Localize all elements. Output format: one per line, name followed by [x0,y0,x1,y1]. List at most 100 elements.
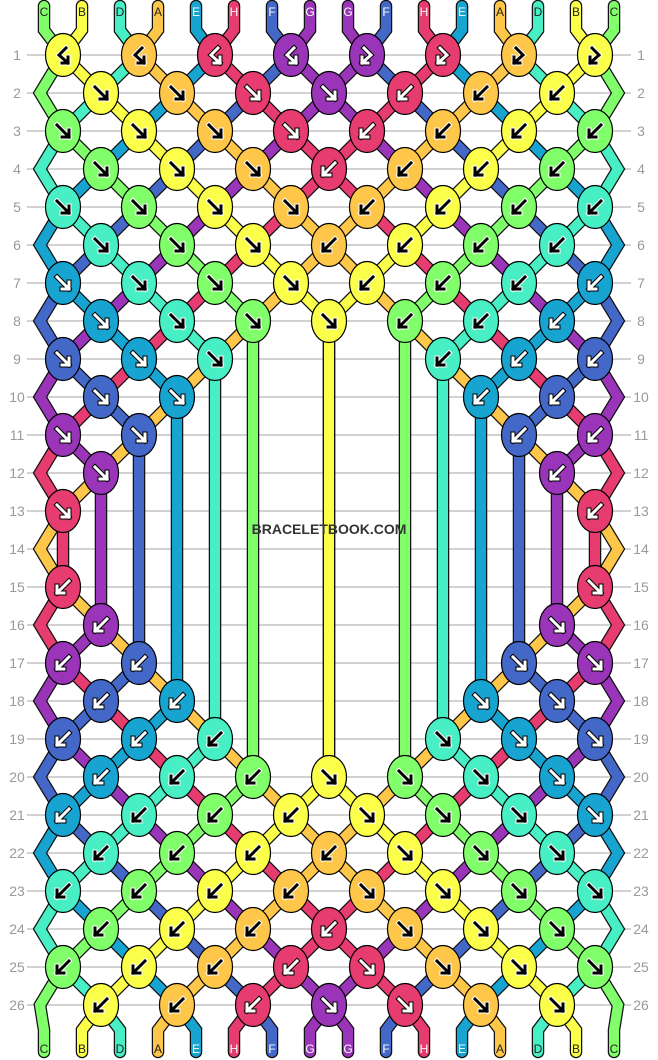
knot[interactable] [196,868,234,914]
knot[interactable] [44,184,82,230]
knot[interactable] [424,868,462,914]
knot[interactable] [120,32,158,78]
knot[interactable] [310,982,348,1028]
knot[interactable] [82,374,120,420]
knot[interactable] [576,108,614,154]
knot[interactable] [44,640,82,686]
knot[interactable] [82,70,120,116]
knot[interactable] [462,374,500,420]
knot[interactable] [538,374,576,420]
knot[interactable] [424,336,462,382]
knot[interactable] [386,906,424,952]
knot[interactable] [234,146,272,192]
knot[interactable] [82,222,120,268]
knot[interactable] [158,906,196,952]
knot[interactable] [500,108,538,154]
knot[interactable] [44,716,82,762]
knot[interactable] [538,754,576,800]
knot[interactable] [82,146,120,192]
knot[interactable] [386,298,424,344]
knot[interactable] [576,640,614,686]
knot[interactable] [44,868,82,914]
knot[interactable] [500,640,538,686]
knot[interactable] [576,184,614,230]
knot[interactable] [386,982,424,1028]
knot[interactable] [82,298,120,344]
knot[interactable] [538,678,576,724]
knot[interactable] [310,906,348,952]
knot[interactable] [120,412,158,458]
knot[interactable] [386,222,424,268]
knot[interactable] [120,184,158,230]
knot[interactable] [576,792,614,838]
knot[interactable] [462,146,500,192]
knot[interactable] [500,336,538,382]
knot[interactable] [386,70,424,116]
knot[interactable] [348,792,386,838]
knot[interactable] [120,336,158,382]
knot[interactable] [424,716,462,762]
knot[interactable] [196,32,234,78]
knot[interactable] [234,982,272,1028]
knot[interactable] [462,70,500,116]
knot[interactable] [272,108,310,154]
knot[interactable] [348,868,386,914]
knot[interactable] [44,260,82,306]
knot[interactable] [538,830,576,876]
knot[interactable] [272,944,310,990]
knot[interactable] [196,716,234,762]
knot[interactable] [234,754,272,800]
knot[interactable] [424,944,462,990]
knot[interactable] [158,70,196,116]
knot[interactable] [120,792,158,838]
knot[interactable] [196,184,234,230]
knot[interactable] [82,830,120,876]
knot[interactable] [424,184,462,230]
knot[interactable] [576,488,614,534]
knot[interactable] [386,146,424,192]
knot[interactable] [424,32,462,78]
knot[interactable] [120,640,158,686]
knot[interactable] [386,830,424,876]
knot[interactable] [234,906,272,952]
knot[interactable] [272,32,310,78]
knot[interactable] [348,32,386,78]
knot[interactable] [348,184,386,230]
knot[interactable] [82,906,120,952]
knot[interactable] [538,222,576,268]
knot[interactable] [196,944,234,990]
knot[interactable] [576,336,614,382]
knot[interactable] [538,906,576,952]
knot[interactable] [158,982,196,1028]
knot[interactable] [538,298,576,344]
knot[interactable] [538,450,576,496]
knot[interactable] [310,830,348,876]
knot[interactable] [424,260,462,306]
knot[interactable] [576,412,614,458]
knot[interactable] [44,488,82,534]
knot[interactable] [310,222,348,268]
knot[interactable] [44,108,82,154]
knot[interactable] [44,944,82,990]
knot[interactable] [158,374,196,420]
knot[interactable] [538,602,576,648]
knot[interactable] [120,868,158,914]
knot[interactable] [120,260,158,306]
knot[interactable] [576,32,614,78]
knot[interactable] [462,906,500,952]
knot[interactable] [500,260,538,306]
knot[interactable] [82,602,120,648]
knot[interactable] [158,830,196,876]
knot[interactable] [576,260,614,306]
knot[interactable] [310,146,348,192]
knot[interactable] [158,146,196,192]
knot[interactable] [310,70,348,116]
knot[interactable] [272,868,310,914]
knot[interactable] [386,754,424,800]
knot[interactable] [576,716,614,762]
knot[interactable] [310,298,348,344]
knot[interactable] [234,222,272,268]
knot[interactable] [44,412,82,458]
knot[interactable] [462,298,500,344]
knot[interactable] [576,564,614,610]
